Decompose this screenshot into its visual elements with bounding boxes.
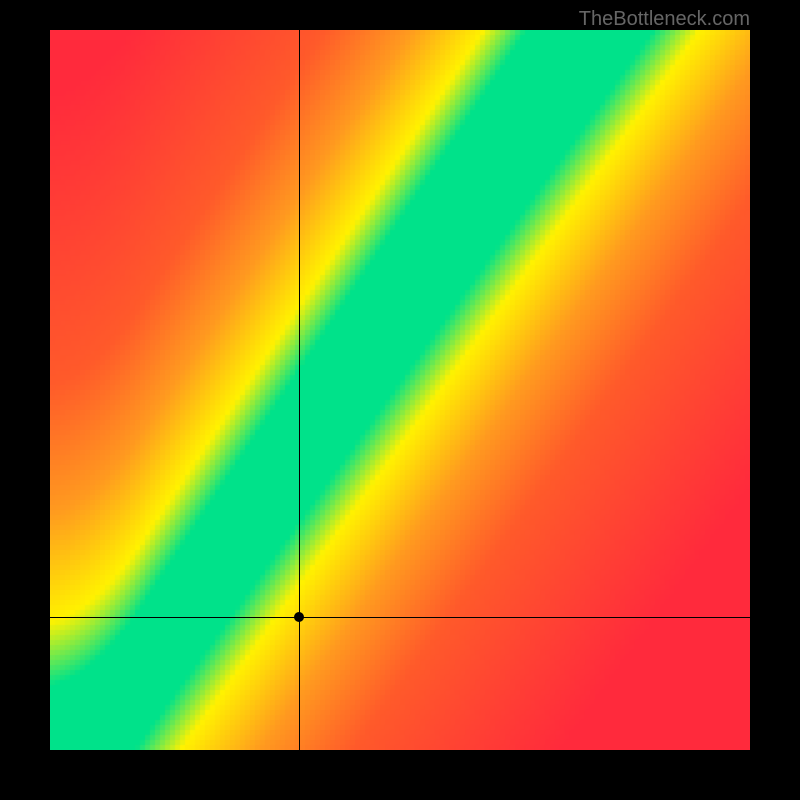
crosshair-vertical (299, 30, 300, 750)
crosshair-horizontal (50, 617, 750, 618)
bottleneck-heatmap (50, 30, 750, 750)
selection-marker[interactable] (294, 612, 304, 622)
heatmap-canvas (50, 30, 750, 750)
watermark-text: TheBottleneck.com (579, 8, 750, 31)
